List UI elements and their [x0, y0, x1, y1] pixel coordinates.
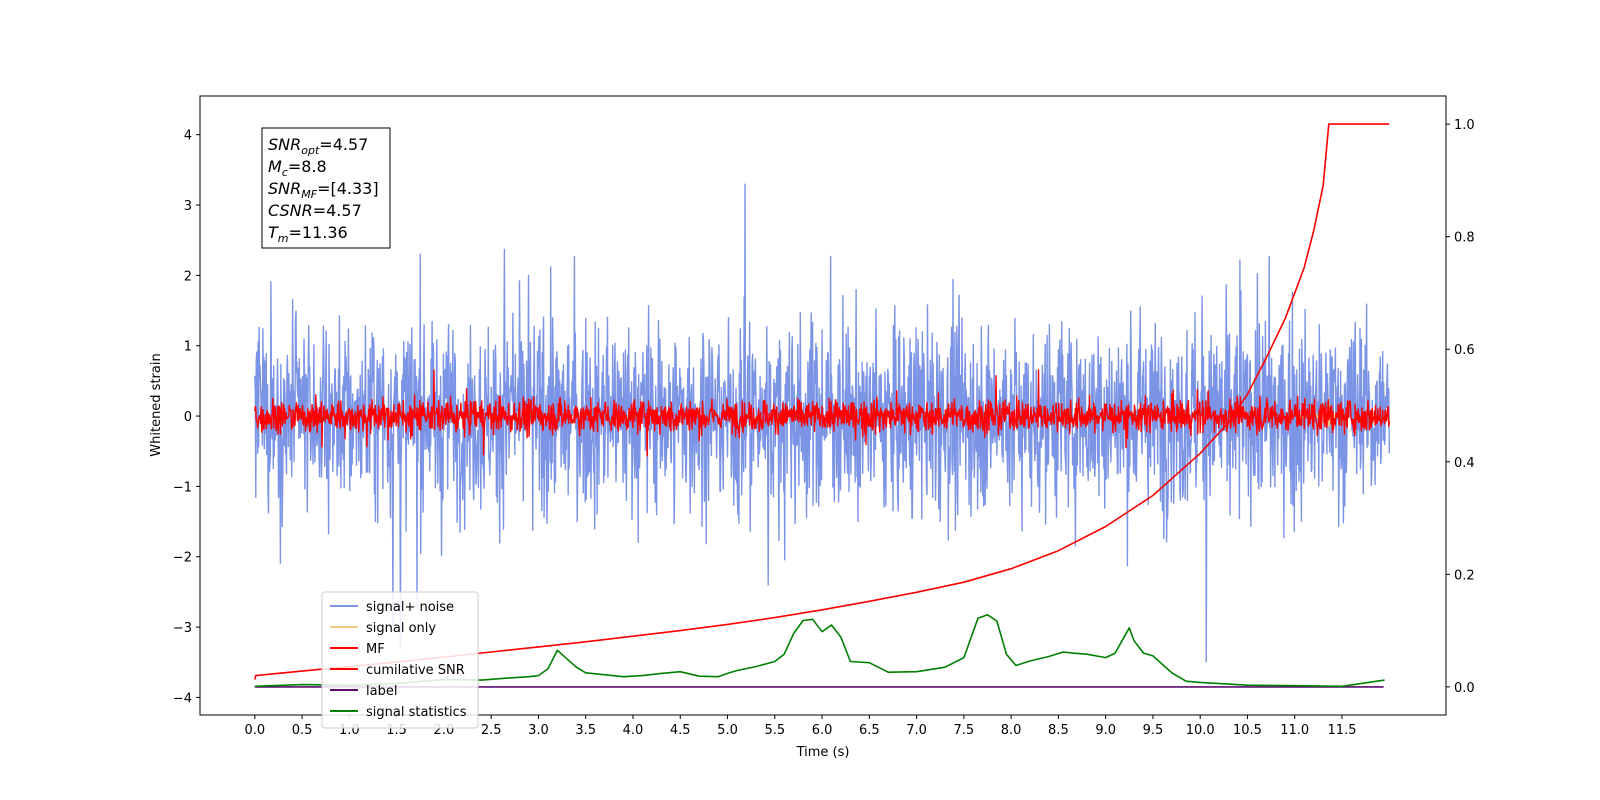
x-tick-label: 4.5 [670, 723, 691, 738]
x-tick-label: 11.5 [1328, 723, 1357, 738]
stats-annotation-box: SNRopt=4.57Mc=8.8SNRMF=[4.33]CSNR=4.57Tm… [261, 127, 391, 249]
y-left-tick-label: −1 [173, 480, 192, 495]
stats-symbol: SNR [268, 179, 301, 198]
stats-line: SNRopt=4.57 [268, 135, 368, 157]
stats-subscript: c [282, 166, 288, 179]
x-tick-label: 0.5 [292, 723, 313, 738]
y-left-tick-label: −3 [173, 621, 192, 636]
legend-frame [321, 591, 479, 729]
stats-value: =[4.33] [317, 179, 379, 198]
y-left-tick-label: 1 [184, 340, 192, 355]
stats-subscript: m [278, 232, 289, 245]
x-tick-label: 7.0 [906, 723, 927, 738]
y-axis-right: 0.0 0.2 0.4 0.6 0.8 1.0 [1446, 118, 1475, 696]
stats-line: Tm=11.36 [268, 223, 348, 245]
y-right-tick-label: 0.8 [1454, 231, 1475, 246]
y-left-tick-label: −4 [173, 691, 192, 706]
x-tick-label: 10.5 [1233, 723, 1262, 738]
x-tick-label: 10.0 [1186, 723, 1215, 738]
stats-value: =8.8 [288, 157, 327, 176]
x-tick-label: 5.5 [764, 723, 785, 738]
stats-symbol: SNR [268, 135, 301, 154]
stats-subscript: opt [301, 144, 320, 157]
x-tick-label: 9.5 [1143, 723, 1164, 738]
legend-entry-label: cumilative SNR [366, 663, 465, 678]
y-right-tick-label: 1.0 [1454, 118, 1475, 133]
legend: signal+ noise signal only MF cumilative SNR… [321, 591, 479, 729]
x-axis-label: Time (s) [796, 745, 850, 760]
x-tick-label: 5.0 [717, 723, 738, 738]
stats-subscript: MF [301, 188, 317, 201]
stats-symbol: M [268, 157, 282, 176]
stats-line: SNRMF=[4.33] [268, 179, 379, 201]
x-tick-label: 8.0 [1001, 723, 1022, 738]
x-tick-label: 4.0 [623, 723, 644, 738]
x-tick-label: 6.5 [859, 723, 880, 738]
y-left-tick-label: 2 [184, 269, 192, 284]
y-right-tick-label: 0.4 [1454, 456, 1475, 471]
y-left-tick-label: 3 [184, 199, 192, 214]
x-tick-label: 6.0 [812, 723, 833, 738]
x-tick-label: 9.0 [1095, 723, 1116, 738]
y-axis-left: −4 −3 −2 −1 0 1 2 3 4 [173, 129, 200, 706]
legend-entry-label: label [366, 684, 397, 699]
x-tick-label: 3.5 [575, 723, 596, 738]
x-tick-label: 0.0 [244, 723, 265, 738]
y-left-tick-label: 0 [184, 410, 192, 425]
axes-frame [199, 95, 1447, 716]
x-tick-label: 8.5 [1048, 723, 1069, 738]
stats-value: =4.57 [313, 201, 362, 220]
legend-entry-label: signal+ noise [366, 600, 454, 615]
y-left-tick-label: 4 [184, 129, 192, 144]
x-tick-label: 7.5 [954, 723, 975, 738]
stats-value: =11.36 [289, 223, 348, 242]
stats-symbol: T [268, 223, 279, 242]
stats-line: CSNR=4.57 [268, 201, 362, 220]
x-tick-label: 11.0 [1280, 723, 1309, 738]
x-axis: 0.0 0.5 1.0 1.5 2.0 2.5 3.0 3.5 4.0 4.5 5.0 5.5 6.0 6… [244, 715, 1356, 738]
stats-line: Mc=8.8 [268, 157, 327, 179]
legend-entry-label: MF [366, 642, 385, 657]
stats-value: =4.57 [319, 135, 368, 154]
y-right-tick-label: 0.2 [1454, 568, 1475, 583]
series-mf [254, 369, 1390, 457]
series-signal-statistics [254, 614, 1385, 688]
stats-symbol: CSNR [268, 201, 313, 220]
y-right-tick-label: 0.6 [1454, 343, 1475, 358]
y-axis-label: Whitened strain [149, 353, 164, 456]
y-right-tick-label: 0.0 [1454, 681, 1475, 696]
stats-box-frame [261, 127, 391, 249]
y-left-tick-label: −2 [173, 551, 192, 566]
x-tick-label: 3.0 [528, 723, 549, 738]
x-tick-label: 2.5 [481, 723, 502, 738]
legend-entry-label: signal statistics [366, 705, 467, 720]
legend-entry-label: signal only [366, 621, 436, 636]
